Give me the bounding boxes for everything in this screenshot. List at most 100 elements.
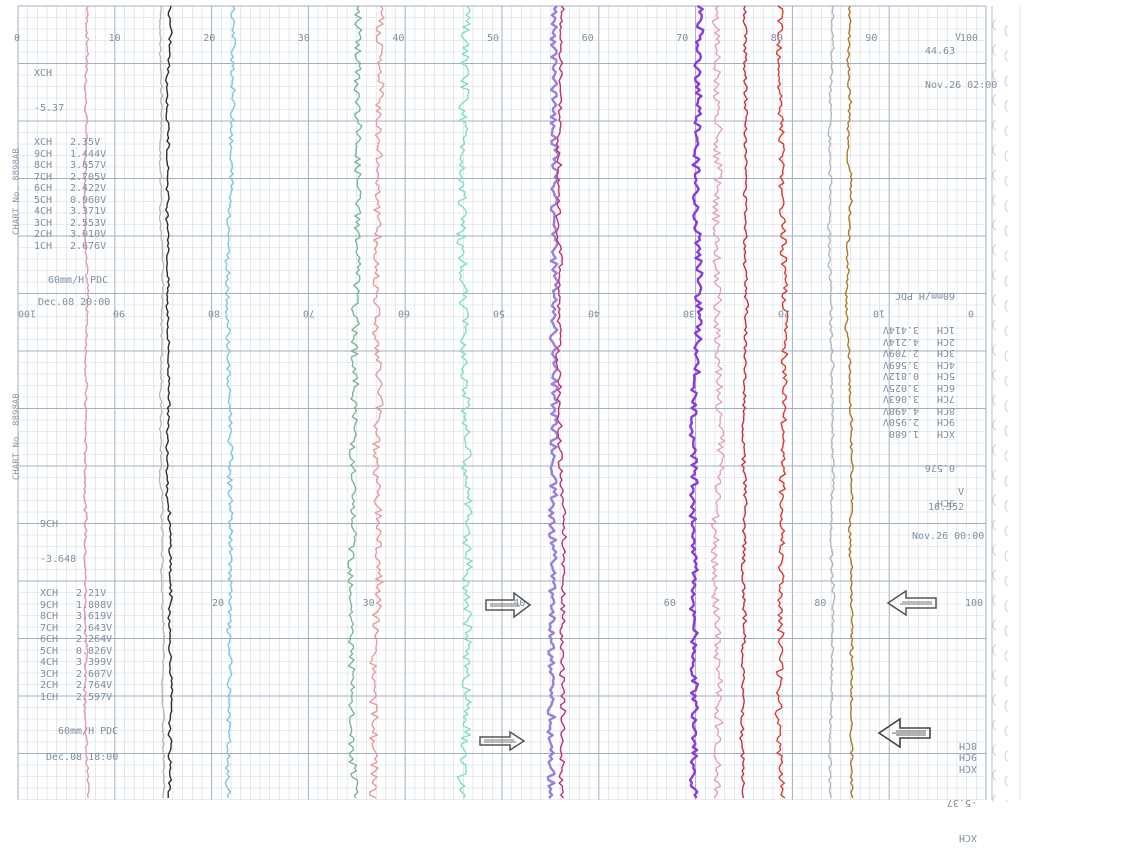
scale-label: 70 (303, 307, 316, 319)
channel-row: 5CH 0.812V (873, 370, 955, 382)
channel-row: 6CH 3.025V (873, 382, 955, 393)
channel-voltage: 2.607V (76, 668, 113, 680)
channel-voltage: 2.422V (70, 183, 107, 194)
channel-voltage: 3.657V (70, 160, 107, 171)
scale-label: 60 (398, 307, 411, 319)
gray-trace (158, 6, 166, 798)
channel-name: 7CH (34, 171, 53, 183)
channel-row: 2CH 3.010V (34, 229, 108, 241)
chart-number-label: CHART No. 8898AB (12, 148, 22, 235)
channel-name: 2CH (936, 336, 955, 347)
channel-row: XCH 2.21V (40, 588, 118, 600)
channel-voltage: 0.960V (70, 194, 107, 206)
channel-voltage: 2.553V (70, 217, 107, 229)
channel-row: 3CH 2.709V (873, 347, 955, 359)
channel-name: 1CH (936, 324, 955, 336)
scale-label: 90 (865, 33, 878, 44)
scale-label: 80 (208, 307, 221, 319)
scale-label: 90 (113, 307, 126, 319)
channel-row: 1CH 2.597V (40, 692, 118, 704)
channel-name: 8CH (936, 405, 955, 416)
channel-row: XCH 2.35V (34, 137, 108, 149)
scale-label: 50 (493, 307, 506, 319)
channel-voltage: 2.35V (70, 137, 101, 148)
channel-name: 8CH (34, 160, 53, 171)
right-mirrored-rows: XCH 1.680 9CH 2.950V 8CH 4.498V 7CH 3.063V 6CH 3.… (873, 324, 955, 440)
channel-name: 8CH (40, 611, 59, 622)
channel-voltage: 3.414V (882, 324, 919, 336)
channel-row: 9CH 1.444V (34, 149, 108, 161)
scale-label: 100 (18, 307, 37, 319)
channel-voltage: 3.371V (70, 206, 107, 217)
channel-voltage: 0.812V (882, 370, 919, 382)
channel-row: 8CH 4.498V (873, 405, 955, 416)
green-trace (347, 5, 363, 799)
arrow-right-icon (485, 591, 532, 619)
channel-name: XCH (40, 588, 59, 599)
channel-name: 5CH (34, 194, 53, 206)
channel-row: 4CH 3.371V (34, 206, 108, 218)
scale-label: 60 (663, 598, 676, 609)
upper-block-rows: XCH 2.35V 9CH 1.444V 8CH 3.657V 7CH 2.705V 6CH 2.… (34, 137, 108, 252)
right-upper-unit: V (955, 32, 962, 43)
right-lower-value: 16.352 (928, 502, 965, 513)
scale-label: 20 (778, 307, 791, 319)
channel-name: 3CH (40, 668, 59, 680)
channel-row: 9CH 1.808V (40, 600, 118, 612)
upper-block-speed: 60mm/H PDC (48, 275, 109, 286)
channel-row: 3CH 2.553V (34, 218, 108, 230)
channel-voltage: 2.764V (76, 680, 113, 691)
upper-block-value: -5.37 (34, 102, 65, 114)
scale-label: 50 (487, 33, 500, 44)
channel-row: 9CH (958, 751, 977, 763)
red-trace (774, 5, 789, 799)
lower-block-header: 9CH (40, 519, 59, 530)
channel-voltage: 2.709V (882, 347, 919, 359)
channel-name: 2CH (34, 229, 53, 240)
scale-label: 40 (513, 598, 526, 609)
chart-number-label-2: CHART No. 8898AB (12, 393, 22, 480)
arrow-left-icon (886, 589, 937, 617)
channel-name: 1CH (34, 240, 53, 252)
channel-name: 2CH (40, 680, 59, 691)
channel-voltage: 1.808V (76, 599, 113, 611)
channel-voltage: 4.498V (882, 405, 919, 416)
salmon-trace (369, 5, 385, 799)
scale-label: 0 (968, 307, 975, 319)
lower-block-speed: 60mm/H PDC (58, 726, 119, 737)
channel-voltage: 3.619V (76, 611, 113, 622)
scale-label: 80 (770, 33, 783, 44)
right-mirrored-speed: 60mm/H PDC (894, 290, 955, 301)
right-upper-timestamp: Nov.26 02:00 (925, 80, 998, 91)
scale-label: 30 (297, 33, 310, 44)
channel-name: 4CH (34, 206, 53, 217)
channel-row: 7CH 2.705V (34, 172, 108, 184)
channel-name: 7CH (936, 393, 955, 405)
scale-label: 60 (581, 33, 594, 44)
perforation-holes (992, 19, 1009, 802)
channel-row: 6CH 2.264V (40, 634, 118, 646)
purple-trace (688, 4, 705, 799)
channel-voltage: 3.399V (76, 657, 113, 668)
channel-voltage: 2.597V (76, 691, 113, 703)
channel-row: 3CH 2.607V (40, 669, 118, 681)
channel-name: 3CH (34, 217, 53, 229)
channel-row: 9CH 2.950V (873, 416, 955, 428)
channel-voltage: 2.705V (70, 171, 107, 183)
channel-voltage: 1.680 (888, 428, 919, 439)
scale-label: 100 (960, 33, 979, 44)
channel-row: XCH (958, 763, 977, 774)
arrow-left-icon (877, 717, 931, 749)
channel-row: 5CH 0.826V (40, 646, 118, 658)
upper-block: XCH -5.37 XCH 2.35V 9CH 1.444V 8CH 3.657V 7CH 2… (34, 45, 108, 298)
channel-row: XCH 1.680 (873, 428, 955, 439)
channel-name: 7CH (40, 622, 59, 634)
crimson-trace (739, 5, 750, 799)
lower-block-rows: XCH 2.21V 9CH 1.808V 8CH 3.619V 7CH 2.643V 6CH 2.… (40, 588, 118, 703)
scale-label: 100 (965, 598, 984, 609)
channel-name: 6CH (936, 382, 955, 393)
channel-name: 9CH (34, 148, 53, 160)
upper-timestamp: Dec.08 20:00 (38, 297, 111, 308)
arrow-right-icon (479, 730, 526, 752)
right-lower-unit: V (958, 487, 965, 498)
